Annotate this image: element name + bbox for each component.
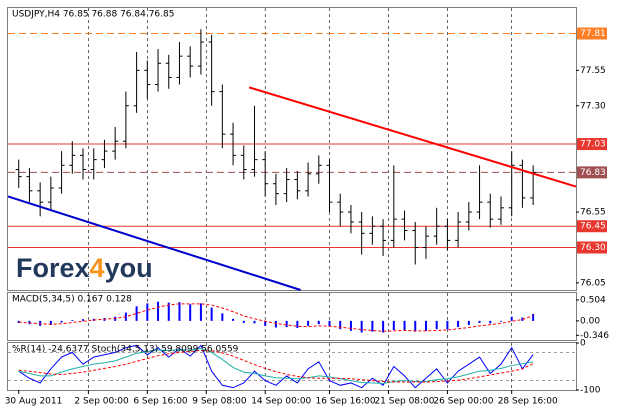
y-tick-label: -100	[580, 386, 601, 396]
trend-line	[7, 195, 301, 291]
logo-part: Forex	[16, 253, 90, 283]
level-box	[577, 241, 607, 254]
chart-title: USDJPY,H4 76.85 76.88 76.84 76.85	[12, 10, 174, 20]
x-tick-label: 9 Sep 08:00	[192, 397, 247, 407]
level-box	[577, 166, 607, 179]
y-tick-label: 0.00	[580, 316, 600, 326]
x-tick-label: 30 Aug 2011	[5, 397, 63, 407]
level-box	[577, 27, 607, 40]
y-tick-label: 76.55	[580, 208, 606, 218]
x-tick-label: 21 Sep 08:00	[374, 397, 434, 407]
logo-part: you	[105, 253, 153, 283]
oscillator-line	[18, 348, 534, 384]
macd-signal	[18, 303, 534, 332]
y-tick-label: 0	[580, 339, 586, 349]
y-tick-label: 77.30	[580, 101, 606, 111]
level-label: 76.30	[580, 243, 606, 253]
x-tick-label: 6 Sep 16:00	[133, 397, 188, 407]
oscillator-label: %R(14) -24.6377 Stoch(34,5,13) 59.8099 5…	[12, 345, 239, 355]
y-tick-label: 0.504	[580, 295, 606, 305]
level-box	[577, 220, 607, 233]
macd-label: MACD(5,34,5) 0.167 0.128	[12, 295, 132, 305]
main-panel	[7, 7, 577, 291]
trend-line	[248, 86, 577, 188]
x-tick-label: 26 Sep 00:00	[433, 397, 493, 407]
x-tick-label: 2 Sep 00:00	[74, 397, 129, 407]
oscillator-line	[18, 350, 534, 383]
x-tick-label: 16 Sep 16:00	[316, 397, 376, 407]
level-label: 76.45	[580, 222, 606, 232]
level-box	[577, 138, 607, 151]
y-tick-label: 77.55	[580, 66, 606, 76]
oscillator-panel	[7, 342, 577, 391]
macd-panel	[7, 292, 577, 341]
y-tick-label: 76.05	[580, 278, 606, 288]
logo-part: 4	[90, 253, 105, 283]
plot-layer	[7, 8, 577, 390]
x-tick-label: 28 Sep 16:00	[498, 397, 558, 407]
level-label: 76.83	[580, 168, 606, 178]
level-label: 77.81	[580, 29, 606, 39]
oscillator-line	[18, 344, 534, 389]
level-label: 77.03	[580, 140, 606, 150]
x-tick-label: 14 Sep 00:00	[251, 397, 311, 407]
y-tick-label: -0.346	[580, 331, 609, 341]
logo: Forex4you	[16, 253, 153, 283]
